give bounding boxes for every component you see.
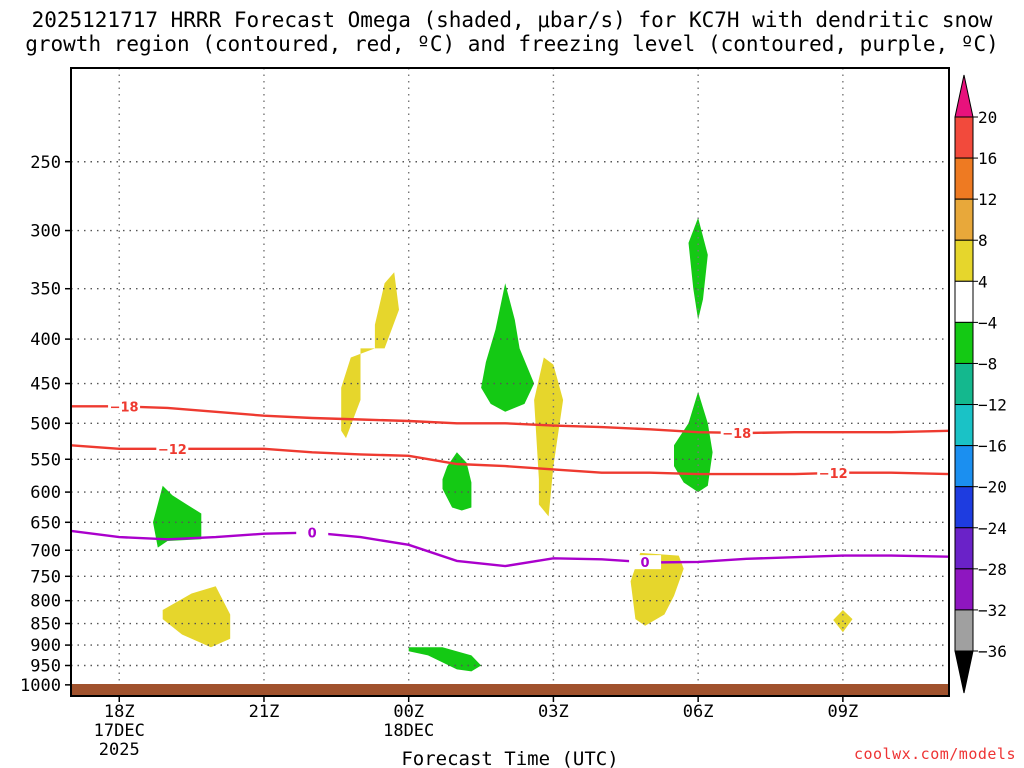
colorbar-swatch [954, 404, 974, 447]
chart-title-line-2: growth region (contoured, red, ºC) and f… [25, 32, 999, 56]
colorbar-label: −12 [978, 396, 1007, 415]
omega-region-rise-1 [153, 485, 202, 548]
omega-region-sink-4 [630, 552, 684, 626]
x-tick-label: 00Z [393, 702, 424, 722]
colorbar-label: −28 [978, 560, 1007, 579]
y-tick-label: 800 [30, 592, 61, 612]
isotherm-label: −12 [819, 467, 848, 482]
colorbar-label: 20 [978, 108, 997, 127]
colorbar-over-triangle [954, 74, 974, 118]
colorbar-swatch [954, 321, 974, 364]
colorbar-swatch [954, 198, 974, 241]
isotherm-label: −18 [722, 427, 751, 442]
omega-region-sink-1 [162, 586, 231, 648]
colorbar-swatch [954, 527, 974, 570]
y-tick-label: 700 [30, 541, 61, 561]
x-tick-year: 2025 [99, 740, 140, 760]
x-tick-label: 06Z [683, 702, 714, 722]
isotherm-label-bg [720, 425, 753, 440]
colorbar-swatch [954, 116, 974, 159]
x-tick-date: 18DEC [383, 721, 434, 741]
colorbar-label: −20 [978, 478, 1007, 497]
y-tick-label: 250 [30, 153, 61, 173]
colorbar-label: −4 [978, 313, 997, 332]
site-credit: coolwx.com/models [853, 745, 1016, 763]
colorbar-label: 16 [978, 149, 997, 168]
y-tick-label: 900 [30, 636, 61, 656]
y-tick-label: 500 [30, 414, 61, 434]
omega-region-rise-3 [442, 452, 472, 511]
omega-region-sink-2 [341, 272, 399, 439]
isotherm-label: −18 [110, 400, 139, 415]
y-tick-label: 300 [30, 222, 61, 242]
isotherm-label-bg [108, 399, 141, 414]
y-tick-label: 400 [30, 330, 61, 350]
colorbar-swatch [954, 157, 974, 200]
colorbar-label: 8 [978, 231, 988, 250]
isotherm-line [71, 405, 949, 435]
y-tick-label: 450 [30, 375, 61, 395]
y-tick-label: 350 [30, 280, 61, 300]
terrain-strip [71, 684, 949, 696]
y-tick-label: 550 [30, 450, 61, 470]
colorbar-swatch [954, 568, 974, 611]
colorbar-swatch [954, 362, 974, 406]
x-tick-label: 18Z [104, 702, 135, 722]
colorbar-swatch [954, 445, 974, 488]
isotherm-label-bg [156, 441, 189, 456]
colorbar-swatch [954, 239, 974, 282]
y-tick-label: 850 [30, 615, 61, 635]
y-tick-label: 950 [30, 656, 61, 676]
omega-region-rise-6 [674, 391, 713, 493]
isotherm-label: −12 [158, 443, 187, 458]
isotherm-label: 0 [308, 527, 317, 542]
x-tick-label: 21Z [249, 702, 280, 722]
colorbar-label: −24 [978, 519, 1007, 538]
colorbar-swatch [954, 280, 974, 323]
y-tick-label: 600 [30, 483, 61, 503]
omega-region-rise-5 [688, 217, 708, 320]
colorbar-swatch [954, 486, 974, 529]
x-tick-date: 17DEC [94, 721, 145, 741]
colorbar-label: −16 [978, 437, 1007, 456]
isotherm-label-bg [629, 555, 662, 570]
colorbar-label: −32 [978, 601, 1007, 620]
colorbar-swatch [954, 609, 974, 652]
colorbar-label: 4 [978, 272, 988, 291]
y-tick-label: 650 [30, 513, 61, 533]
isotherm-label: 0 [641, 556, 650, 571]
omega-region-sink-3 [534, 357, 564, 517]
colorbar-label: 12 [978, 190, 997, 209]
isotherm-label-bg [817, 466, 850, 481]
x-tick-label: 09Z [828, 702, 859, 722]
y-tick-label: 750 [30, 567, 61, 587]
chart-title-line-1: 2025121717 HRRR Forecast Omega (shaded, … [31, 8, 993, 32]
colorbar-label: −36 [978, 642, 1007, 661]
x-tick-label: 03Z [538, 702, 569, 722]
colorbar-under-triangle [954, 650, 974, 694]
omega-region-rise-4 [481, 283, 535, 412]
isotherm-label-bg [296, 525, 329, 540]
colorbar-label: −8 [978, 354, 997, 373]
plot-frame [70, 67, 950, 697]
isotherm-line [71, 529, 949, 568]
y-tick-label: 1000 [20, 676, 61, 696]
omega-region-rise-2 [408, 647, 482, 672]
x-axis-title: Forecast Time (UTC) [401, 748, 618, 768]
isotherm-line [71, 444, 949, 476]
